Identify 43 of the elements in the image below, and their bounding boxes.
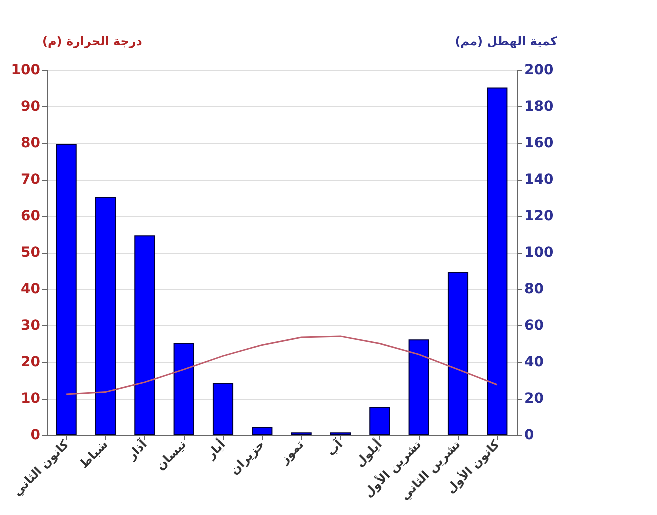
y-tick-label: 40 [21, 282, 41, 298]
bar [212, 383, 234, 436]
y2-axis-title: كمية الهطل (مم) [455, 34, 558, 48]
y2-tick-label: 140 [524, 172, 554, 188]
bar [252, 427, 273, 436]
x-tick-label: حزيران [227, 438, 268, 478]
bar [134, 236, 156, 436]
y-tick-label: 10 [21, 391, 41, 407]
bar [408, 340, 430, 436]
bar [174, 343, 194, 436]
y2-tick-label: 180 [524, 99, 554, 115]
x-tick-label: تموز [276, 438, 307, 468]
y-tick-label: 70 [21, 172, 41, 188]
x-tick-label: آذار [123, 436, 150, 464]
y-tick-label: 90 [21, 99, 41, 115]
bar [370, 407, 390, 436]
x-tick-label: شباط [76, 438, 111, 472]
y2-tick-label: 120 [524, 208, 554, 224]
y2-tick-label: 80 [524, 282, 544, 298]
y-tick-label: 0 [30, 428, 41, 444]
line-series [66, 336, 498, 396]
y2-tick-label: 200 [524, 62, 554, 78]
bar [487, 88, 508, 436]
x-tick-label: آب [324, 436, 346, 459]
y2-tick-label: 100 [524, 245, 554, 261]
y-tick-label: 50 [21, 245, 41, 261]
y2-tick-label: 60 [524, 318, 544, 334]
y-tick-label: 20 [21, 354, 41, 370]
y-tick-label: 60 [21, 208, 41, 224]
bar [95, 197, 116, 436]
y2-tick-label: 0 [524, 428, 534, 444]
y-tick-label: 80 [21, 136, 41, 152]
y2-tick-label: 20 [524, 391, 544, 407]
y-tick-label: 100 [11, 62, 41, 78]
x-tick-label: نيسان [153, 438, 190, 474]
x-tick-label: أيلول [352, 436, 385, 470]
bar [448, 272, 469, 436]
x-tick-label: أيار [202, 436, 228, 462]
y-axis-title: درجة الحرارة (م) [42, 34, 142, 48]
bar [56, 144, 77, 436]
y2-tick-label: 40 [524, 354, 544, 370]
y-tick-label: 30 [21, 318, 41, 334]
y2-tick-label: 160 [524, 136, 554, 152]
